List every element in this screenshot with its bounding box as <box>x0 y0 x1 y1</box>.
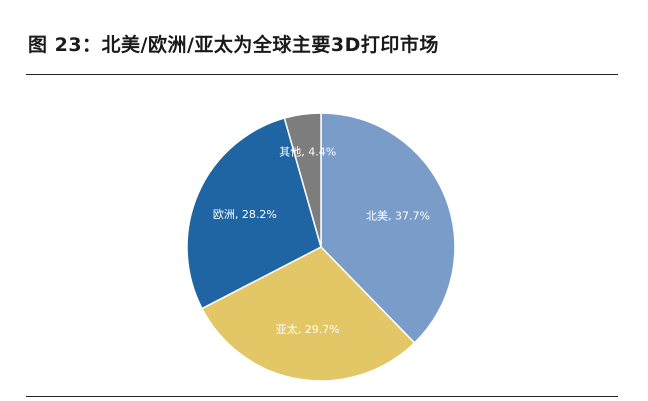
pie-slices <box>186 112 456 382</box>
bottom-rule <box>26 396 618 397</box>
pie-label-2: 欧洲, 28.2% <box>213 208 277 221</box>
top-rule <box>26 74 618 75</box>
pie-label-3: 其他, 4.4% <box>279 145 336 158</box>
pie-slice-1 <box>200 246 416 382</box>
pie-slice-2 <box>186 117 322 310</box>
figure-title: 图 23：北美/欧洲/亚太为全球主要3D打印市场 <box>28 34 439 56</box>
pie-labels: 北美, 37.7% 亚太, 29.7% 欧洲, 28.2% 其他, 4.4% <box>213 145 430 336</box>
pie-label-1: 亚太, 29.7% <box>276 323 340 336</box>
pie-label-0: 北美, 37.7% <box>366 210 430 223</box>
pie-slice-0 <box>320 112 456 345</box>
pie-slice-3 <box>283 112 322 248</box>
